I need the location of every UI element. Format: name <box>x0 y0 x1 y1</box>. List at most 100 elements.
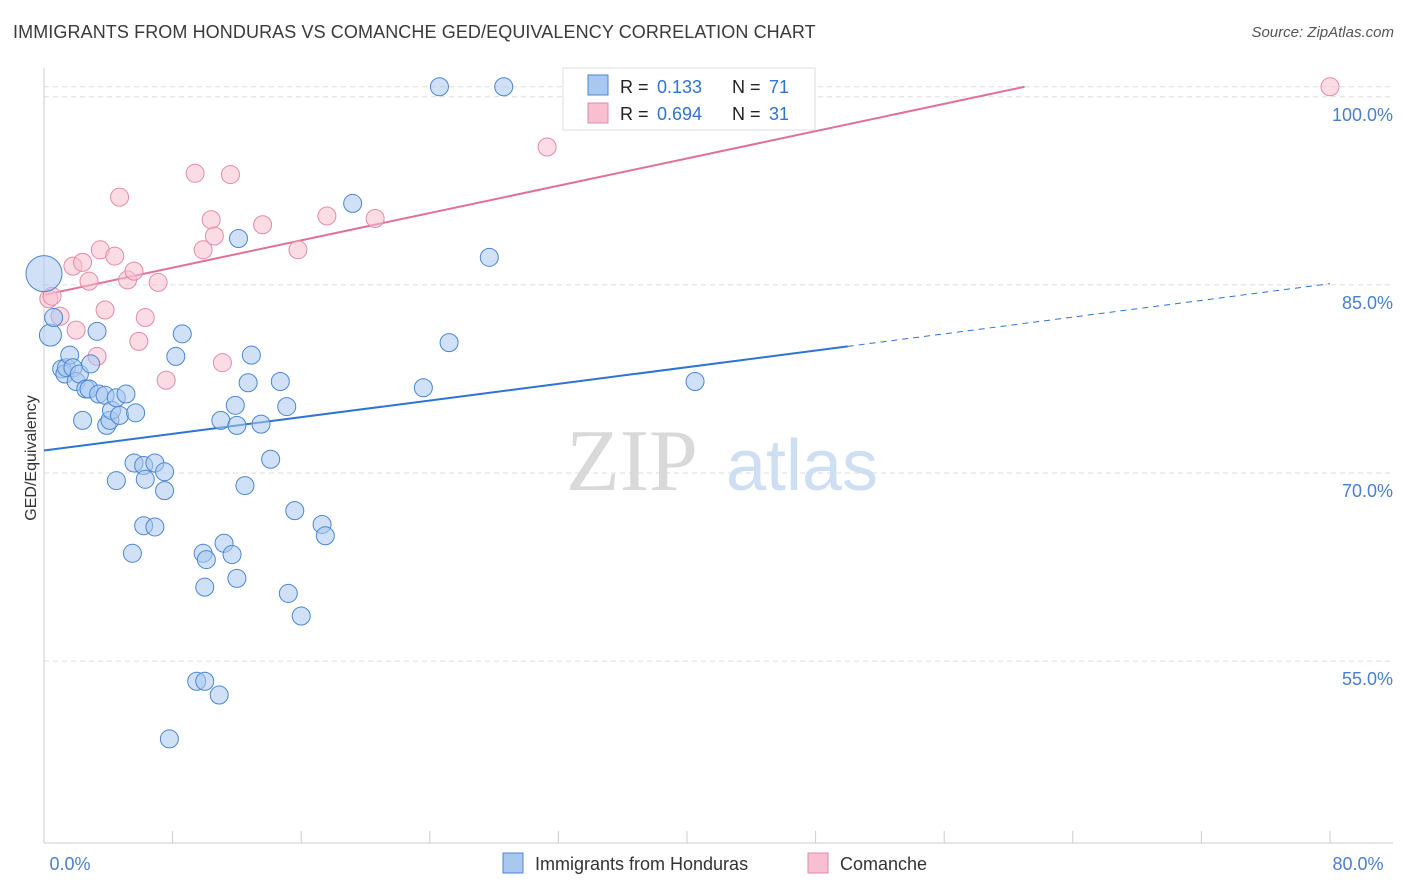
point-honduras <box>73 410 93 430</box>
point-honduras <box>235 476 255 496</box>
watermark-zip: ZIP <box>566 413 698 510</box>
point-comanche <box>156 370 176 390</box>
legend-n-value-1: 71 <box>769 77 789 97</box>
point-honduras <box>343 193 363 213</box>
point-honduras <box>196 550 216 570</box>
point-honduras <box>211 410 231 430</box>
point-honduras <box>155 481 175 501</box>
point-honduras <box>87 321 107 341</box>
point-honduras <box>155 462 175 482</box>
point-honduras <box>172 324 192 344</box>
point-honduras <box>209 685 229 705</box>
point-honduras <box>241 345 261 365</box>
point-comanche <box>135 308 155 328</box>
point-honduras <box>261 449 281 469</box>
chart-title: IMMIGRANTS FROM HONDURAS VS COMANCHE GED… <box>13 22 816 42</box>
point-comanche <box>129 331 149 351</box>
legend-swatch-comanche <box>587 102 609 124</box>
point-honduras <box>122 543 142 563</box>
legend-r-label-1: R = <box>620 77 649 97</box>
point-comanche <box>124 261 144 281</box>
point-honduras <box>278 583 298 603</box>
legend-r-value-2: 0.694 <box>657 104 702 124</box>
point-honduras <box>429 77 449 97</box>
axes <box>43 68 1393 844</box>
point-honduras <box>439 333 459 353</box>
y-tick-labels: 55.0% 70.0% 85.0% 100.0% <box>1332 105 1393 689</box>
point-comanche <box>220 165 240 185</box>
point-honduras <box>251 414 271 434</box>
point-comanche <box>105 246 125 266</box>
point-honduras <box>195 577 215 597</box>
point-honduras <box>110 405 130 425</box>
x-tick-label-max: 80.0% <box>1332 854 1383 874</box>
legend-r-label-2: R = <box>620 104 649 124</box>
point-honduras <box>238 373 258 393</box>
point-honduras <box>227 415 247 435</box>
point-comanche <box>204 226 224 246</box>
legend-n-label-2: N = <box>732 104 761 124</box>
point-comanche <box>212 353 232 373</box>
point-comanche <box>1320 77 1340 97</box>
point-comanche <box>317 206 337 226</box>
point-comanche <box>185 163 205 183</box>
point-comanche <box>201 210 221 230</box>
trend-lines <box>43 85 1331 452</box>
point-honduras <box>291 606 311 626</box>
point-comanche <box>537 137 557 157</box>
source-label: Source: ZipAtlas.com <box>1251 24 1394 41</box>
bottom-legend-label-honduras: Immigrants from Honduras <box>535 854 748 874</box>
point-honduras <box>126 403 146 423</box>
point-honduras <box>413 378 433 398</box>
legend-n-value-2: 31 <box>769 104 789 124</box>
point-honduras <box>195 671 215 691</box>
trend-line-comanche <box>43 85 1025 296</box>
legend-n-label-1: N = <box>732 77 761 97</box>
legend: R = 0.133 N = 71 R = 0.694 N = 31 <box>562 67 816 131</box>
bottom-legend-label-comanche: Comanche <box>840 854 927 874</box>
point-honduras <box>25 255 63 293</box>
point-honduras <box>106 471 126 491</box>
bottom-legend: Immigrants from Honduras Comanche <box>502 852 927 874</box>
point-honduras <box>135 469 155 489</box>
trend-line-honduras-extension <box>847 283 1331 347</box>
y-tick-label: 85.0% <box>1342 293 1393 313</box>
point-honduras <box>227 568 247 588</box>
watermark-atlas: atlas <box>726 426 878 506</box>
point-honduras <box>222 545 242 565</box>
point-honduras <box>315 526 335 546</box>
legend-r-value-1: 0.133 <box>657 77 702 97</box>
bottom-legend-swatch-comanche <box>807 852 829 874</box>
point-honduras <box>159 729 179 749</box>
point-honduras <box>229 229 249 249</box>
point-honduras <box>479 247 499 267</box>
point-comanche <box>253 215 273 235</box>
point-comanche <box>95 300 115 320</box>
y-tick-label: 55.0% <box>1342 669 1393 689</box>
x-tick-label-min: 0.0% <box>49 854 90 874</box>
point-honduras <box>285 501 305 521</box>
point-honduras <box>277 397 297 417</box>
legend-swatch-honduras <box>587 74 609 96</box>
point-comanche <box>193 240 213 260</box>
y-axis-label: GED/Equivalency <box>23 395 40 520</box>
watermark: ZIP atlas <box>566 413 878 510</box>
point-honduras <box>81 354 101 374</box>
point-comanche <box>73 252 93 272</box>
point-comanche <box>365 208 385 228</box>
point-comanche <box>148 272 168 292</box>
y-tick-label: 100.0% <box>1332 105 1393 125</box>
point-honduras <box>270 371 290 391</box>
point-honduras <box>685 371 705 391</box>
point-comanche <box>66 320 86 340</box>
point-honduras <box>145 517 165 537</box>
point-honduras <box>225 395 245 415</box>
point-honduras <box>38 323 62 347</box>
point-honduras <box>116 384 136 404</box>
point-comanche <box>288 240 308 260</box>
point-honduras <box>494 77 514 97</box>
trend-line-honduras <box>43 345 848 452</box>
point-comanche <box>110 187 130 207</box>
point-honduras <box>44 308 64 328</box>
